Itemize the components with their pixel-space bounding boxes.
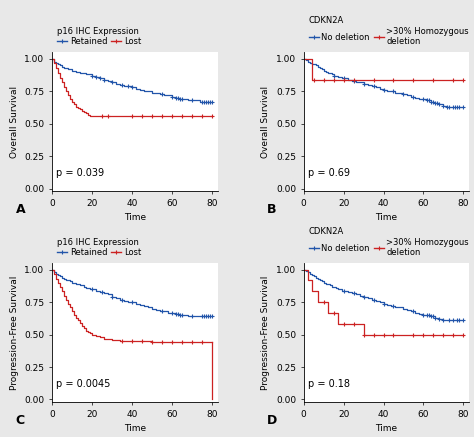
Text: D: D (267, 414, 278, 427)
X-axis label: Time: Time (375, 213, 398, 222)
Text: p = 0.039: p = 0.039 (56, 168, 104, 178)
Legend: Retained, Lost: Retained, Lost (56, 26, 142, 47)
Legend: No deletion, >30% Homozygous
deletion: No deletion, >30% Homozygous deletion (308, 226, 470, 258)
Legend: Retained, Lost: Retained, Lost (56, 237, 142, 258)
Y-axis label: Overall Survival: Overall Survival (262, 86, 270, 158)
Y-axis label: Overall Survival: Overall Survival (10, 86, 19, 158)
Text: p = 0.0045: p = 0.0045 (56, 379, 110, 389)
Text: B: B (267, 203, 277, 216)
X-axis label: Time: Time (124, 213, 146, 222)
Text: p = 0.69: p = 0.69 (308, 168, 350, 178)
X-axis label: Time: Time (375, 424, 398, 433)
Y-axis label: Progression-Free Survival: Progression-Free Survival (262, 275, 270, 390)
Text: p = 0.18: p = 0.18 (308, 379, 350, 389)
Y-axis label: Progression-Free Survival: Progression-Free Survival (10, 275, 19, 390)
Text: C: C (16, 414, 25, 427)
X-axis label: Time: Time (124, 424, 146, 433)
Text: A: A (16, 203, 25, 216)
Legend: No deletion, >30% Homozygous
deletion: No deletion, >30% Homozygous deletion (308, 16, 470, 47)
